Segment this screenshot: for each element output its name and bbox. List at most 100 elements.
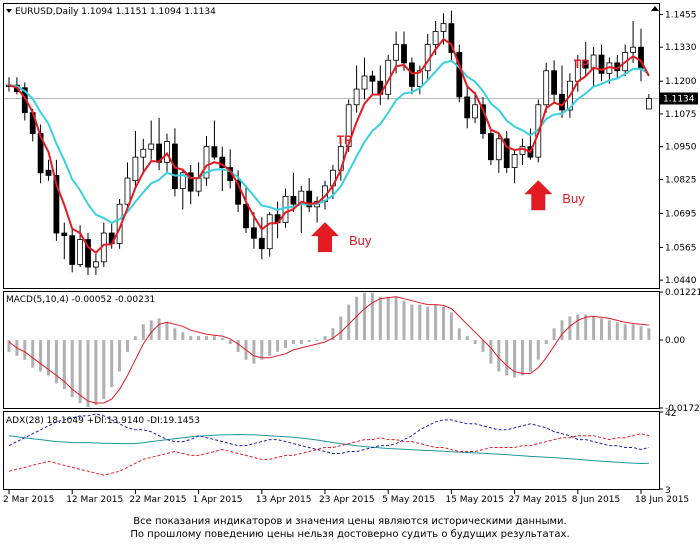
candle-body (235, 180, 242, 205)
macd-histogram-bar (141, 324, 145, 341)
candle-body (290, 195, 297, 205)
macd-histogram-bar (299, 340, 303, 344)
macd-histogram-bar (600, 318, 603, 341)
adx-pane (8, 413, 650, 476)
macd-header: MACD(5,10,4) -0.00052 -0.00231 (6, 295, 155, 305)
macd-histogram-bar (149, 320, 153, 341)
candle-body (472, 104, 479, 119)
macd-histogram-bar (568, 316, 572, 341)
disclaimer-line-1: Все показания индикаторов и значения цен… (133, 516, 567, 527)
x-tick-label: 18 Jun 2015 (635, 495, 689, 505)
candle-body (630, 46, 636, 53)
macd-histogram-bar (639, 326, 643, 341)
candle-body (243, 203, 249, 229)
y-tick-label: 1.1330 (665, 43, 697, 53)
scroll-arrow-icon[interactable] (651, 6, 659, 11)
macd-histogram-bar (434, 304, 438, 341)
buy-label: Buy (349, 233, 372, 248)
candle-body (369, 75, 376, 82)
candle-body (495, 138, 502, 161)
macd-histogram-bar (181, 332, 185, 341)
candle-body (487, 133, 494, 161)
disclaimer-line-2: По прошлому поведению цены нельзя достов… (130, 529, 570, 540)
macd-histogram-bar (497, 340, 501, 372)
macd-histogram-bar (576, 314, 580, 341)
macd-histogram-bar (370, 292, 374, 341)
macd-histogram-bar (465, 336, 469, 341)
buy-label: Buy (562, 191, 585, 206)
macd-histogram-bar (355, 296, 359, 341)
macd-histogram-bar (252, 340, 256, 364)
macd-histogram-bar (505, 340, 509, 376)
macd-histogram-bar (402, 300, 406, 341)
macd-histogram-bar (323, 336, 327, 341)
candle-body (93, 261, 99, 268)
candle-body (511, 154, 518, 168)
x-tick-label: 12 Mar 2015 (66, 495, 123, 505)
candle-body (195, 177, 202, 192)
current-price-tag (660, 92, 698, 105)
macd-histogram-bar (521, 340, 524, 376)
candle-body (211, 146, 218, 158)
macd-histogram-bar (268, 340, 272, 356)
candle-body (187, 172, 194, 192)
macd-histogram-bar (94, 340, 98, 406)
macd-histogram-bar (23, 340, 27, 360)
macd-histogram-bar (189, 336, 193, 341)
candle-body (480, 104, 486, 134)
macd-y-tick-label: 0.01221 (665, 288, 700, 298)
tp-label: TP (337, 133, 352, 147)
candle-body (219, 156, 226, 168)
macd-histogram-bar (513, 340, 517, 378)
candle-body (164, 141, 170, 163)
adx-pane-frame (3, 411, 660, 490)
adx-header: ADX(28) 18.1049 +DI:13.9140 -DI:19.1453 (6, 416, 200, 426)
y-tick-label: 1.0695 (665, 209, 697, 219)
candle-body (646, 98, 652, 110)
macd-histogram-bar (394, 296, 398, 341)
macd-histogram-bar (165, 322, 169, 341)
axes: 1.1455 1.1330 1.1200 1.1075 1.0950 1.0825 1.06… (3, 10, 700, 505)
macd-histogram-bar (291, 340, 295, 344)
x-tick-label: 2 Mar 2015 (3, 495, 54, 505)
macd-pane (7, 292, 651, 407)
macd-histogram-bar (631, 324, 635, 341)
macd-histogram-bar (536, 340, 540, 360)
candle-body (440, 23, 447, 32)
ma-fast-line (8, 37, 650, 255)
adx-series-line (8, 433, 650, 476)
candle-body (464, 96, 471, 119)
candle-body (598, 54, 605, 74)
candle-body (61, 232, 68, 237)
current-price-label: 1.1134 (663, 94, 695, 104)
macd-histogram-bar (102, 340, 106, 400)
macd-histogram-bar (410, 304, 414, 341)
candle-body (408, 62, 415, 87)
macd-histogram-bar (126, 340, 129, 352)
candle-body (551, 70, 557, 95)
macd-histogram-bar (426, 306, 430, 341)
macd-y-tick-label: -0.01726 (665, 404, 700, 414)
adx-series-line (8, 433, 649, 465)
macd-histogram-bar (284, 340, 287, 348)
macd-histogram-bar (173, 328, 177, 341)
y-tick-label: 1.0565 (665, 243, 697, 253)
y-tick-label: 1.1455 (665, 10, 697, 20)
symbol-dropdown-icon[interactable] (6, 9, 12, 13)
candle-body (282, 195, 289, 223)
tp-label: TP (574, 57, 589, 71)
macd-histogram-bar (552, 328, 556, 341)
candle-body (353, 88, 360, 106)
macd-histogram-bar (315, 340, 319, 342)
adx-y-tick-label: 3 (665, 486, 671, 496)
macd-histogram-bar (236, 340, 240, 352)
candle-body (258, 237, 265, 250)
candle-body (203, 146, 210, 179)
y-tick-label: 1.0440 (665, 276, 697, 286)
candle-body (85, 239, 91, 268)
macd-histogram-bar (228, 340, 232, 344)
macd-histogram-bar (378, 296, 382, 341)
macd-histogram-bar (118, 340, 122, 372)
macd-histogram-bar (157, 318, 161, 341)
candle-body (543, 70, 550, 106)
